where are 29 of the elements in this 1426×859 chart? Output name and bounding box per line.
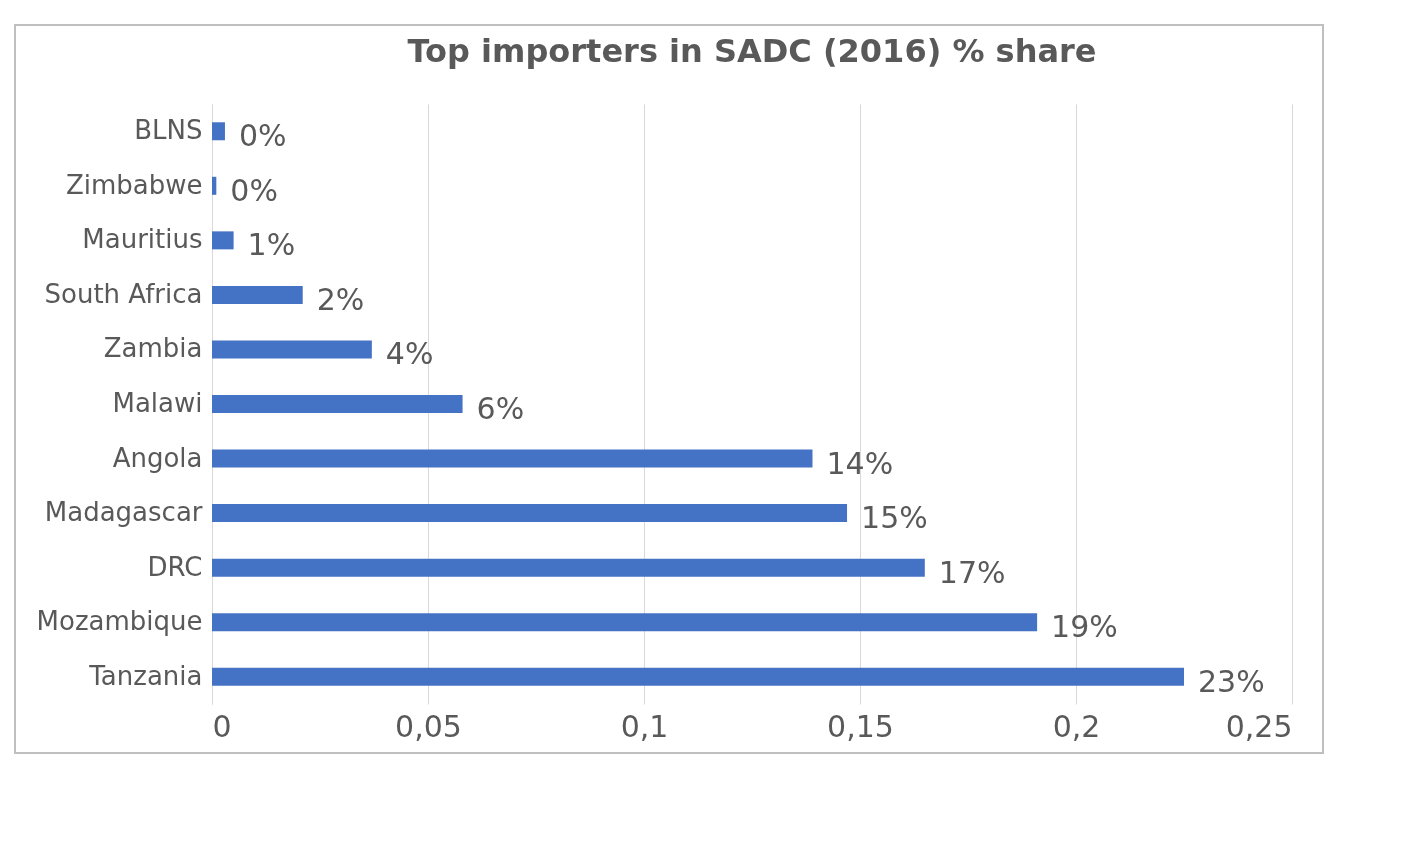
y-tick-label: Zimbabwe — [65, 169, 203, 200]
y-tick-label: Madagascar — [44, 497, 203, 528]
y-tick-label: Zambia — [103, 333, 203, 364]
data-label: 19% — [1051, 609, 1118, 645]
x-tick-label: 0,05 — [395, 708, 462, 744]
y-tick-label: DRC — [147, 551, 203, 582]
data-label: 23% — [1198, 663, 1265, 699]
y-tick-label: Mauritius — [82, 224, 203, 255]
data-label: 4% — [385, 336, 434, 372]
x-tick-label: 0 — [212, 708, 232, 744]
y-tick-label: Mozambique — [36, 606, 203, 637]
data-label: 15% — [861, 500, 928, 536]
x-tick-label: 0,25 — [1225, 708, 1293, 744]
x-tick-label: 0,15 — [827, 708, 894, 744]
data-label: 2% — [316, 281, 365, 317]
x-tick-label: 0,1 — [620, 708, 669, 744]
data-label: 0% — [238, 118, 287, 154]
y-tick-label: Tanzania — [88, 660, 203, 691]
y-tick-label: Malawi — [112, 388, 203, 418]
y-tick-label: South Africa — [44, 278, 203, 309]
chart-title: Top importers in SADC (2016) % share — [407, 32, 1097, 70]
y-tick-label: BLNS — [134, 115, 203, 146]
data-label: 14% — [826, 445, 894, 481]
data-label: 1% — [247, 227, 296, 263]
data-label: 6% — [476, 391, 525, 426]
data-label: 17% — [938, 554, 1006, 590]
x-tick-label: 0,2 — [1052, 708, 1101, 744]
data-label: 0% — [230, 172, 278, 208]
y-tick-label: Angola — [112, 442, 203, 473]
